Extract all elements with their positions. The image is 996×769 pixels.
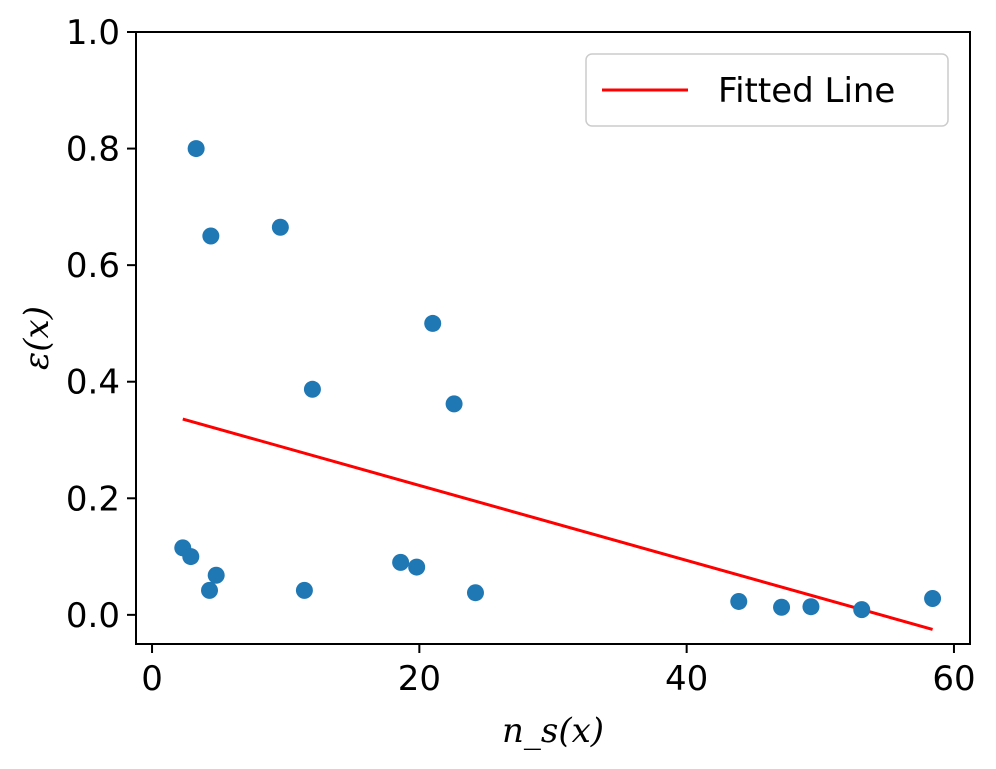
y-tick-label: 0.0 (66, 596, 120, 636)
x-tick-label: 40 (665, 659, 708, 699)
x-tick-label: 20 (398, 659, 441, 699)
fitted-line (182, 417, 933, 631)
x-axis-label: n_s(x) (502, 711, 604, 751)
legend-label: Fitted Line (718, 71, 895, 111)
scatter-point (202, 227, 220, 245)
axes: 0 20 40 60 0.0 0.2 0.4 0.6 0.8 1.0 n_s(x) ε(x) (17, 13, 976, 751)
scatter-point (295, 581, 313, 599)
y-axis-label: ε(x) (17, 306, 57, 370)
y-tick-label: 0.4 (66, 363, 120, 403)
scatter-point (182, 548, 200, 566)
scatter-point (271, 218, 289, 236)
y-tick-label: 0.2 (66, 479, 120, 519)
plot-marks (174, 140, 942, 631)
scatter-point (408, 558, 426, 576)
scatter-point (187, 140, 205, 158)
scatter-point (466, 584, 484, 602)
scatter-point (853, 601, 871, 619)
scatter-point (802, 598, 820, 616)
plot-frame (135, 31, 971, 645)
scatter-point (773, 598, 791, 616)
scatter-point (303, 380, 321, 398)
y-tick-label: 0.6 (66, 246, 120, 286)
legend-box (585, 53, 949, 127)
scatter-point (201, 581, 219, 599)
scatter-point (424, 314, 442, 332)
scatter-point (730, 592, 748, 610)
legend: Fitted Line (585, 53, 949, 127)
x-tick-label: 60 (932, 659, 975, 699)
scatter-point (445, 395, 463, 413)
scatter-point (392, 553, 410, 571)
y-tick-label: 1.0 (66, 13, 120, 53)
scatter-point (207, 566, 225, 584)
x-tick-label: 0 (141, 659, 163, 699)
scatter-point (924, 590, 942, 608)
y-tick-label: 0.8 (66, 130, 120, 170)
